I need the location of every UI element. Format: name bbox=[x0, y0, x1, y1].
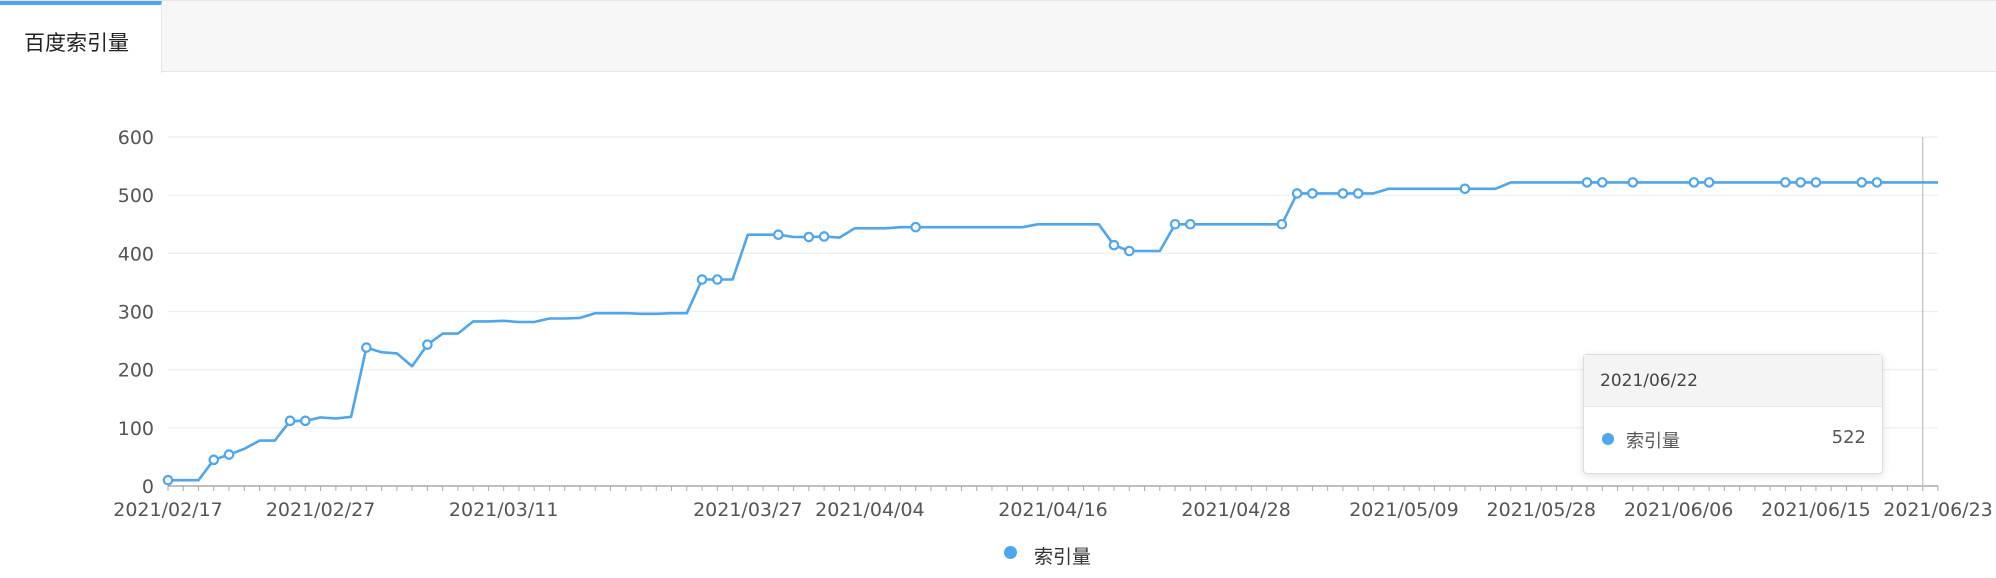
tooltip-row: 索引量 522 bbox=[1584, 407, 1882, 473]
data-point-marker[interactable] bbox=[1597, 177, 1608, 188]
data-point-marker[interactable] bbox=[284, 415, 296, 427]
x-tick-label: 2021/02/27 bbox=[266, 499, 376, 521]
data-point-marker[interactable] bbox=[1123, 245, 1135, 257]
data-point-marker[interactable] bbox=[208, 454, 220, 466]
data-point-marker[interactable] bbox=[361, 342, 372, 353]
x-tick-label: 2021/05/09 bbox=[1349, 499, 1459, 521]
legend-label: 索引量 bbox=[1034, 546, 1092, 568]
y-axis-labels: 0 100 200 300 400 500 600 bbox=[118, 127, 154, 498]
data-point-marker[interactable] bbox=[1627, 177, 1639, 188]
data-point-marker[interactable] bbox=[1856, 177, 1868, 188]
y-tick-label: 0 bbox=[142, 476, 154, 498]
data-point-marker[interactable] bbox=[300, 415, 311, 427]
y-tick-label: 400 bbox=[118, 243, 154, 265]
data-point-marker[interactable] bbox=[1307, 188, 1318, 199]
data-point-marker[interactable] bbox=[1291, 188, 1303, 199]
data-point-marker[interactable] bbox=[1337, 188, 1349, 199]
x-tick-label: 2021/04/04 bbox=[815, 499, 925, 521]
tooltip-date: 2021/06/22 bbox=[1584, 355, 1882, 407]
data-point-marker[interactable] bbox=[1780, 177, 1791, 188]
data-point-marker[interactable] bbox=[803, 231, 815, 243]
data-point-marker[interactable] bbox=[223, 449, 235, 460]
series-line bbox=[168, 181, 1938, 482]
data-point-marker[interactable] bbox=[162, 474, 174, 486]
x-tick-label: 2021/06/15 bbox=[1761, 499, 1871, 521]
series-markers bbox=[162, 177, 1883, 486]
y-tick-label: 500 bbox=[118, 185, 154, 207]
data-point-marker[interactable] bbox=[696, 274, 708, 285]
x-tick-label: 2021/04/28 bbox=[1181, 499, 1291, 521]
data-point-marker[interactable] bbox=[1795, 177, 1806, 188]
x-axis: 2021/02/17 2021/02/27 2021/03/11 2021/03/27… bbox=[113, 486, 1993, 521]
data-point-marker[interactable] bbox=[1703, 177, 1715, 188]
tooltip-series-name: 索引量 bbox=[1626, 431, 1680, 452]
data-point-marker[interactable] bbox=[1276, 218, 1288, 230]
tab-label: 百度索引量 bbox=[24, 31, 129, 55]
data-point-marker[interactable] bbox=[910, 221, 921, 233]
x-tick-label: 2021/02/17 bbox=[113, 499, 223, 521]
x-tick-label: 2021/05/28 bbox=[1487, 499, 1597, 521]
data-point-marker[interactable] bbox=[1169, 218, 1181, 230]
data-point-marker[interactable] bbox=[1185, 218, 1196, 230]
y-tick-label: 600 bbox=[118, 127, 154, 149]
chart-tooltip: 2021/06/22 索引量 522 bbox=[1583, 354, 1883, 474]
x-tick-label: 2021/03/27 bbox=[693, 499, 803, 521]
x-tick-label: 2021/03/11 bbox=[449, 499, 559, 521]
x-tick-label: 2021/06/06 bbox=[1624, 499, 1734, 521]
data-point-marker[interactable] bbox=[773, 229, 784, 241]
tab-bar: 百度索引量 bbox=[0, 0, 1996, 73]
tab-baidu-index[interactable]: 百度索引量 bbox=[0, 1, 162, 73]
data-point-marker[interactable] bbox=[712, 274, 723, 285]
y-tick-label: 100 bbox=[118, 418, 154, 440]
y-tick-label: 300 bbox=[118, 302, 154, 324]
data-point-marker[interactable] bbox=[1352, 188, 1364, 199]
data-point-marker[interactable] bbox=[1871, 177, 1883, 188]
y-tick-label: 200 bbox=[118, 360, 154, 382]
tooltip-value: 522 bbox=[1831, 427, 1866, 448]
legend-dot bbox=[1004, 546, 1017, 559]
x-tick-label: 2021/06/23 bbox=[1883, 499, 1993, 521]
x-tick-label: 2021/04/16 bbox=[998, 499, 1108, 521]
data-point-marker[interactable] bbox=[1459, 183, 1471, 195]
tooltip-series-dot bbox=[1602, 433, 1614, 445]
data-point-marker[interactable] bbox=[818, 231, 830, 242]
data-point-marker[interactable] bbox=[1581, 177, 1593, 188]
data-point-marker[interactable] bbox=[1108, 239, 1120, 251]
data-point-marker[interactable] bbox=[1688, 177, 1700, 188]
data-point-marker[interactable] bbox=[422, 339, 433, 350]
data-point-marker[interactable] bbox=[1810, 177, 1822, 188]
